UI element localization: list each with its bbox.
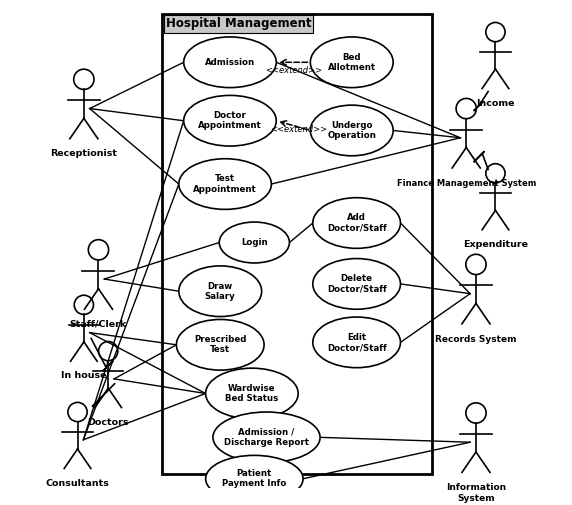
Text: <<extend>>: <<extend>> <box>265 67 322 75</box>
Text: Doctor
Appointment: Doctor Appointment <box>198 111 262 130</box>
Ellipse shape <box>311 37 393 87</box>
Ellipse shape <box>184 95 276 146</box>
Text: Staff/Clerk: Staff/Clerk <box>70 320 127 329</box>
Ellipse shape <box>205 456 303 502</box>
Ellipse shape <box>313 197 400 248</box>
Bar <box>162 14 432 474</box>
Ellipse shape <box>176 320 264 370</box>
Text: Edit
Doctor/Staff: Edit Doctor/Staff <box>327 333 387 352</box>
Ellipse shape <box>205 368 298 419</box>
Text: Hospital Management: Hospital Management <box>166 18 311 30</box>
Text: Records System: Records System <box>435 335 517 343</box>
Text: Undergo
Operation: Undergo Operation <box>327 121 376 140</box>
Ellipse shape <box>179 159 271 210</box>
Ellipse shape <box>219 222 289 263</box>
Text: Consultants: Consultants <box>46 479 109 488</box>
Ellipse shape <box>213 412 320 463</box>
Ellipse shape <box>313 317 400 368</box>
Text: Patient
Payment Info: Patient Payment Info <box>222 469 287 488</box>
Text: Admission: Admission <box>205 58 255 67</box>
Text: Prescribed
Test: Prescribed Test <box>194 335 247 355</box>
Text: Receptionist: Receptionist <box>50 149 117 159</box>
Text: Add
Doctor/Staff: Add Doctor/Staff <box>327 213 387 233</box>
Text: Login: Login <box>241 238 268 247</box>
Text: Admission /
Discharge Report: Admission / Discharge Report <box>224 428 309 447</box>
Text: Finance Management System: Finance Management System <box>396 179 536 188</box>
Text: Doctors: Doctors <box>88 418 129 427</box>
Text: Wardwise
Bed Status: Wardwise Bed Status <box>225 384 279 403</box>
Text: Test
Appointment: Test Appointment <box>193 174 257 194</box>
Text: Delete
Doctor/Staff: Delete Doctor/Staff <box>327 274 387 293</box>
Text: <<extend>>: <<extend>> <box>269 125 327 134</box>
Text: Draw
Salary: Draw Salary <box>205 281 236 301</box>
Text: Expenditure: Expenditure <box>463 240 528 249</box>
Text: Information
System: Information System <box>446 483 506 502</box>
Text: Income: Income <box>476 98 515 108</box>
Text: Bed
Allotment: Bed Allotment <box>328 53 376 72</box>
Ellipse shape <box>184 37 276 87</box>
Ellipse shape <box>311 105 393 156</box>
Ellipse shape <box>179 266 261 317</box>
Text: In house: In house <box>61 372 106 380</box>
Ellipse shape <box>313 259 400 309</box>
